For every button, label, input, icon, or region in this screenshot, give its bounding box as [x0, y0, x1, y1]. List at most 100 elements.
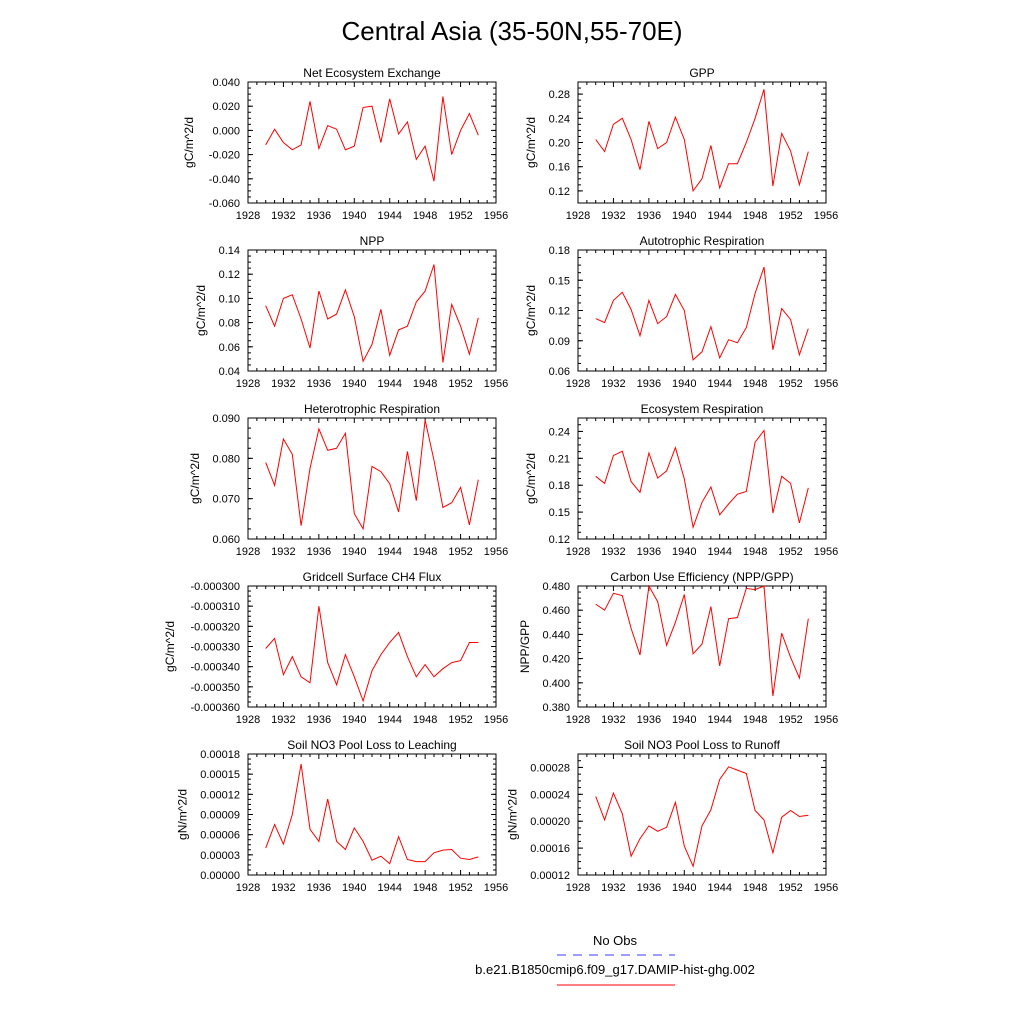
x-tick-label: 1928: [566, 210, 590, 222]
y-tick-label: 0.080: [212, 453, 240, 465]
x-tick-label: 1956: [814, 714, 838, 726]
series-line: [265, 764, 479, 865]
x-tick-label: 1952: [778, 714, 802, 726]
x-tick-label: 1932: [271, 210, 295, 222]
chart-panel-0: Net Ecosystem Exchange gC/m^2/d 1928 1932 19…: [182, 66, 508, 222]
series-line: [265, 264, 479, 363]
y-tick-label: 0.00024: [530, 789, 570, 801]
y-tick-label: 0.04: [219, 366, 240, 378]
y-tick-label: 0.440: [542, 629, 570, 641]
chart-panel-9: Soil NO3 Pool Loss to Runoff gN/m^2/d 1928…: [506, 738, 839, 894]
x-tick-label: 1952: [778, 882, 802, 894]
y-tick-label: 0.00028: [530, 762, 570, 774]
x-tick-label: 1936: [307, 378, 331, 390]
legend-model-label: b.e21.B1850cmip6.f09_g17.DAMIP-hist-ghg.…: [475, 962, 755, 977]
chart-panel-4: Heterotrophic Respiration gC/m^2/d 1928 193…: [188, 402, 508, 558]
chart-panel-6: Gridcell Surface CH4 Flux gC/m^2/d 1928 193…: [163, 570, 508, 726]
chart-title: Ecosystem Respiration: [641, 402, 764, 416]
x-tick-label: 1948: [413, 882, 437, 894]
chart-title: Carbon Use Efficiency (NPP/GPP): [610, 570, 793, 584]
page-title: Central Asia (35-50N,55-70E): [341, 16, 682, 46]
y-tick-label: 0.00012: [200, 789, 240, 801]
y-tick-label: 0.10: [219, 293, 240, 305]
y-tick-label: -0.000300: [190, 581, 240, 593]
x-tick-label: 1956: [484, 714, 508, 726]
y-tick-label: 0.14: [219, 245, 240, 257]
x-tick-label: 1940: [342, 210, 366, 222]
y-tick-label: 0.12: [549, 186, 570, 198]
y-tick-label: 0.06: [219, 342, 240, 354]
x-tick-label: 1928: [566, 378, 590, 390]
y-tick-label: 0.28: [549, 89, 570, 101]
y-tick-label: 0.00015: [200, 769, 240, 781]
y-tick-label: 0.00012: [530, 870, 570, 882]
y-tick-label: 0.15: [549, 507, 570, 519]
y-axis-label: gC/m^2/d: [524, 117, 538, 168]
plot-frame: [577, 585, 827, 708]
chart-panel-1: GPP gC/m^2/d 1928 1932 1936 1940 1944 1948 1952 1…: [524, 66, 838, 222]
series-line: [595, 89, 809, 193]
y-tick-label: 0.090: [212, 413, 240, 425]
x-tick-label: 1952: [448, 882, 472, 894]
y-tick-label: 0.00020: [530, 816, 570, 828]
series-line: [265, 606, 479, 703]
chart-panel-2: NPP gC/m^2/d 1928 1932 1936 1940 1944 1948 1952 1…: [194, 234, 508, 390]
x-tick-label: 1948: [413, 714, 437, 726]
y-tick-label: 0.12: [549, 306, 570, 318]
x-tick-label: 1944: [707, 714, 731, 726]
series-line: [265, 96, 479, 182]
y-tick-label: -0.000310: [190, 601, 240, 613]
y-tick-label: 0.070: [212, 494, 240, 506]
series-line: [595, 266, 809, 361]
y-tick-label: 0.20: [549, 138, 570, 150]
x-tick-label: 1956: [484, 210, 508, 222]
x-tick-label: 1940: [342, 714, 366, 726]
y-tick-label: 0.400: [542, 678, 570, 690]
x-tick-label: 1928: [566, 882, 590, 894]
y-tick-label: 0.480: [542, 581, 570, 593]
x-tick-label: 1952: [778, 378, 802, 390]
x-tick-label: 1936: [637, 714, 661, 726]
y-tick-label: 0.18: [549, 245, 570, 257]
y-axis-label: gN/m^2/d: [176, 789, 190, 840]
y-tick-label: 0.24: [549, 113, 570, 125]
y-tick-label: 0.21: [549, 453, 570, 465]
plot-frame: [577, 249, 827, 372]
x-tick-label: 1944: [707, 378, 731, 390]
x-tick-label: 1956: [814, 378, 838, 390]
legend: No Obs b.e21.B1850cmip6.f09_g17.DAMIP-hi…: [475, 933, 755, 986]
series-line: [595, 766, 809, 868]
y-tick-label: 0.380: [542, 702, 570, 714]
y-tick-label: 0.18: [549, 480, 570, 492]
plot-frame: [247, 417, 497, 540]
x-tick-label: 1948: [743, 882, 767, 894]
x-tick-label: 1948: [413, 546, 437, 558]
y-tick-label: 0.00003: [200, 850, 240, 862]
x-tick-label: 1956: [814, 210, 838, 222]
chart-title: Soil NO3 Pool Loss to Runoff: [624, 738, 781, 752]
y-tick-label: -0.000360: [190, 702, 240, 714]
y-axis-label: gC/m^2/d: [194, 285, 208, 336]
x-tick-label: 1944: [707, 546, 731, 558]
x-tick-label: 1956: [484, 546, 508, 558]
x-tick-label: 1956: [814, 882, 838, 894]
chart-panel-8: Soil NO3 Pool Loss to Leaching gN/m^2/d 19…: [176, 738, 509, 894]
x-tick-label: 1940: [672, 546, 696, 558]
y-tick-label: 0.16: [549, 162, 570, 174]
y-tick-label: 0.000: [212, 125, 240, 137]
x-tick-label: 1940: [672, 714, 696, 726]
x-tick-label: 1940: [672, 882, 696, 894]
x-tick-label: 1928: [236, 546, 260, 558]
chart-title: Heterotrophic Respiration: [304, 402, 440, 416]
y-tick-label: 0.00009: [200, 810, 240, 822]
plot-frame: [577, 81, 827, 204]
y-axis-label: gC/m^2/d: [188, 453, 202, 504]
y-axis-label: NPP/GPP: [518, 620, 532, 673]
x-tick-label: 1936: [307, 210, 331, 222]
x-tick-label: 1956: [484, 882, 508, 894]
y-axis-label: gN/m^2/d: [506, 789, 520, 840]
y-axis-label: gC/m^2/d: [524, 453, 538, 504]
y-tick-label: 0.00006: [200, 830, 240, 842]
chart-panel-3: Autotrophic Respiration gC/m^2/d 1928 1932 1…: [524, 234, 838, 390]
y-tick-label: 0.12: [219, 269, 240, 281]
